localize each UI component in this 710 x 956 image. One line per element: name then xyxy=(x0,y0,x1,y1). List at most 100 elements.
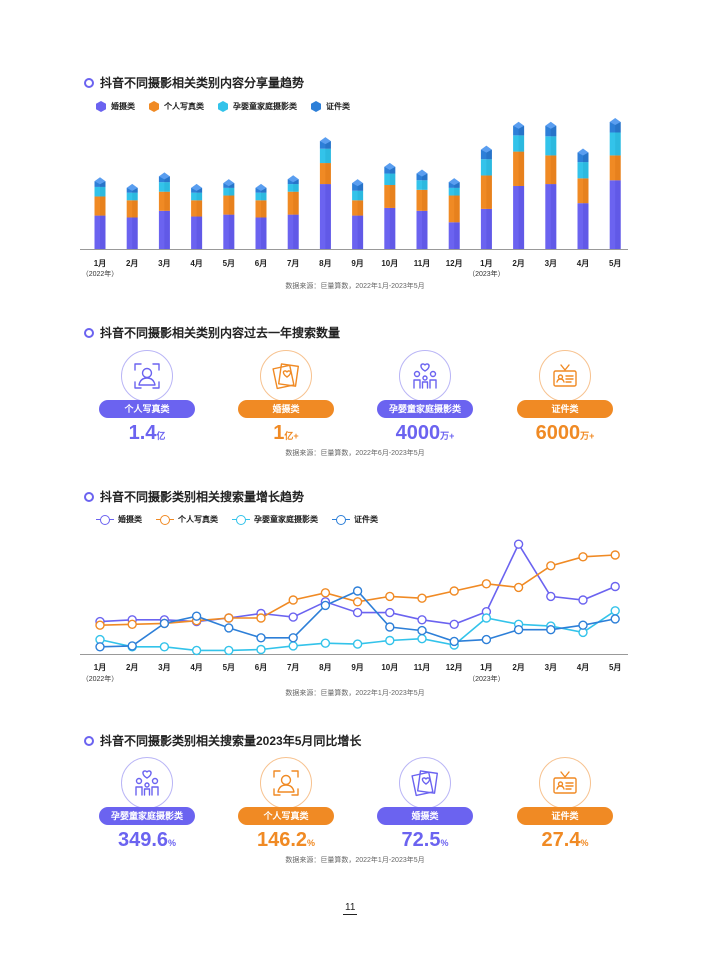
data-point xyxy=(288,633,298,643)
year-note-2022: （2022年） xyxy=(82,674,119,683)
section4-title: 抖音不同摄影类别相关搜索量2023年5月同比增长 xyxy=(84,732,361,749)
bar-segment-shade xyxy=(325,184,331,249)
data-point xyxy=(224,623,234,633)
data-point xyxy=(352,607,363,618)
data-point xyxy=(256,644,266,655)
bullet-icon xyxy=(84,77,94,88)
x-tick-label: 6月 xyxy=(255,259,267,268)
bar-cap xyxy=(255,183,267,191)
data-point xyxy=(352,586,363,596)
bar-segment xyxy=(513,185,525,249)
x-tick-label: 8月 xyxy=(319,259,331,268)
section2-title: 抖音不同摄影相关类别内容过去一年搜索数量 xyxy=(84,324,340,341)
bar-segment-shade xyxy=(583,178,589,204)
bar-segment-shade xyxy=(164,176,170,183)
bar-segment xyxy=(577,178,589,204)
bar-segment-shade xyxy=(422,173,428,181)
x-tick-label: 3月 xyxy=(545,259,557,268)
bar-segment-shade xyxy=(100,181,106,187)
bar-group-10 xyxy=(416,169,428,249)
year-note-2023: （2023年） xyxy=(468,674,505,683)
bar-segment xyxy=(480,149,492,160)
data-point xyxy=(159,642,170,652)
data-point xyxy=(578,595,588,605)
bar-segment-shade xyxy=(261,187,267,193)
x-tick-label: 11月 xyxy=(414,259,430,268)
bar-segment-shade xyxy=(389,207,396,249)
bar-segment-shade xyxy=(518,151,525,186)
legend-item-family: 孕婴童家庭摄影类 xyxy=(218,101,297,112)
bar-segment xyxy=(223,195,235,215)
section1-source: 数据来源：巨量算数，2022年1月-2023年5月 xyxy=(285,283,425,290)
bar-segment xyxy=(416,173,428,181)
bar-segment-shade xyxy=(550,125,557,137)
x-tick-label: 4月 xyxy=(190,259,202,268)
stat-value: 146.2% xyxy=(256,829,316,851)
bar-segment-shade xyxy=(518,125,525,136)
bar-segment xyxy=(126,192,138,201)
bar-segment xyxy=(223,187,235,196)
bar-segment xyxy=(352,190,364,201)
bar-cap xyxy=(545,121,557,129)
data-point xyxy=(95,620,105,630)
bar-cap xyxy=(513,121,525,129)
x-tick-label: 1月 xyxy=(94,663,106,672)
bar-segment-shade xyxy=(261,200,267,218)
bar-cap xyxy=(319,137,331,145)
x-tick-label: 6月 xyxy=(255,663,267,672)
bar-segment xyxy=(384,166,396,174)
bar-segment xyxy=(352,200,364,216)
year-note-2022: （2022年） xyxy=(82,269,119,278)
x-tick-label: 1月 xyxy=(94,259,106,268)
bar-cap xyxy=(609,117,621,125)
bar-cap xyxy=(448,178,460,186)
bullet-icon xyxy=(84,735,94,746)
bar-segment-shade xyxy=(550,184,557,249)
bar-cap xyxy=(223,179,235,187)
bar-segment-shade xyxy=(357,215,364,249)
bar-segment-shade xyxy=(325,148,331,164)
x-tick-label: 7月 xyxy=(287,259,299,268)
bar-segment xyxy=(513,151,525,186)
bar-segment-shade xyxy=(132,200,138,218)
wedding-photos-icon xyxy=(260,350,312,402)
legend-item-id: 证件类 xyxy=(332,514,378,525)
data-point xyxy=(610,550,620,560)
bar-segment xyxy=(126,217,138,249)
bar-segment xyxy=(609,180,621,249)
bar-segment-shade xyxy=(293,179,299,185)
bar-cap xyxy=(191,183,203,191)
x-tick-label: 2月 xyxy=(126,663,138,672)
bar-segment xyxy=(384,185,396,208)
bar-segment-shade xyxy=(454,187,460,196)
data-point xyxy=(288,641,298,651)
legend-item-portrait: 个人写真类 xyxy=(156,514,218,525)
bar-segment-shade xyxy=(389,185,396,208)
bar-segment xyxy=(158,191,170,211)
bar-segment xyxy=(545,155,557,185)
section2-source: 数据来源：巨量算数，2022年6月-2023年5月 xyxy=(285,450,425,457)
bar-segment-shade xyxy=(261,217,267,249)
bar-segment xyxy=(609,121,621,133)
bar-segment xyxy=(448,195,460,223)
data-point xyxy=(385,635,395,646)
bar-segment xyxy=(319,184,331,249)
bar-cap xyxy=(94,177,106,185)
bar-segment-shade xyxy=(357,190,364,201)
legend-item-portrait: 个人写真类 xyxy=(149,101,204,112)
bar-segment xyxy=(191,200,203,217)
data-point xyxy=(191,645,202,656)
bar-segment-shade xyxy=(325,141,331,149)
bar-segment-shade xyxy=(486,208,492,249)
data-point xyxy=(449,586,459,596)
data-point xyxy=(513,582,524,593)
bar-segment xyxy=(513,125,525,136)
bar-segment-shade xyxy=(422,189,428,211)
bar-segment-shade xyxy=(583,152,589,163)
bar-segment xyxy=(416,189,428,211)
bar-group-12 xyxy=(480,145,492,249)
data-point xyxy=(578,552,588,562)
bar-segment-shade xyxy=(228,187,235,196)
data-point xyxy=(385,622,395,632)
x-tick-label: 5月 xyxy=(223,663,235,672)
